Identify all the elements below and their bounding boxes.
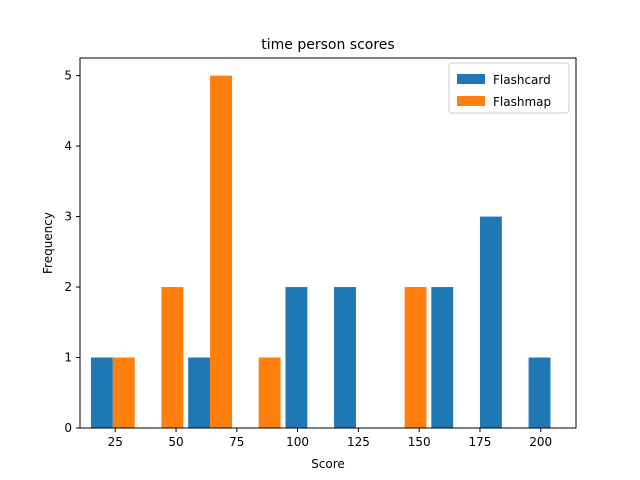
legend-swatch-flashmap [457,96,485,106]
bar-flashmap-0 [112,357,135,428]
x-tick-label: 25 [108,435,123,449]
y-axis-label: Frequency [41,212,55,274]
x-tick-label: 75 [229,435,244,449]
bar-flashcard-5 [334,287,356,428]
bar-flashcard-9 [528,357,551,428]
y-axis: 0 1 2 3 4 5 [64,69,80,435]
y-tick-label: 3 [64,210,72,224]
x-tick-label: 100 [286,435,309,449]
plot-frame [79,57,577,429]
x-tick-label: 125 [347,435,370,449]
x-tick-label: 50 [168,435,183,449]
bar-flashmap-6 [404,287,427,428]
legend-label-flashcard: Flashcard [493,73,551,87]
x-axis-label: Score [311,457,345,471]
y-tick-label: 1 [64,351,72,365]
bar-flashmap-2 [210,75,232,428]
bar-flashcard-7 [431,287,454,428]
chart-title: time person scores [261,37,394,53]
bars-group [90,75,551,428]
x-tick-label: 200 [529,435,552,449]
bar-flashcard-4 [285,287,308,428]
y-tick-label: 0 [64,421,72,435]
legend-label-flashmap: Flashmap [493,95,551,109]
y-tick-label: 4 [64,139,72,153]
x-tick-label: 175 [469,435,492,449]
legend-swatch-flashcard [457,74,485,84]
y-tick-label: 2 [64,280,72,294]
bar-flashcard-8 [479,216,502,428]
x-axis: 25 50 75 100 125 150 175 200 [108,428,552,449]
bar-flashmap-1 [161,287,184,428]
bar-flashcard-0 [90,357,113,428]
bar-flashcard-2 [188,357,211,428]
legend: Flashcard Flashmap [448,62,570,114]
x-tick-label: 150 [408,435,431,449]
bar-flashmap-3 [258,357,281,428]
y-tick-label: 5 [64,69,72,83]
